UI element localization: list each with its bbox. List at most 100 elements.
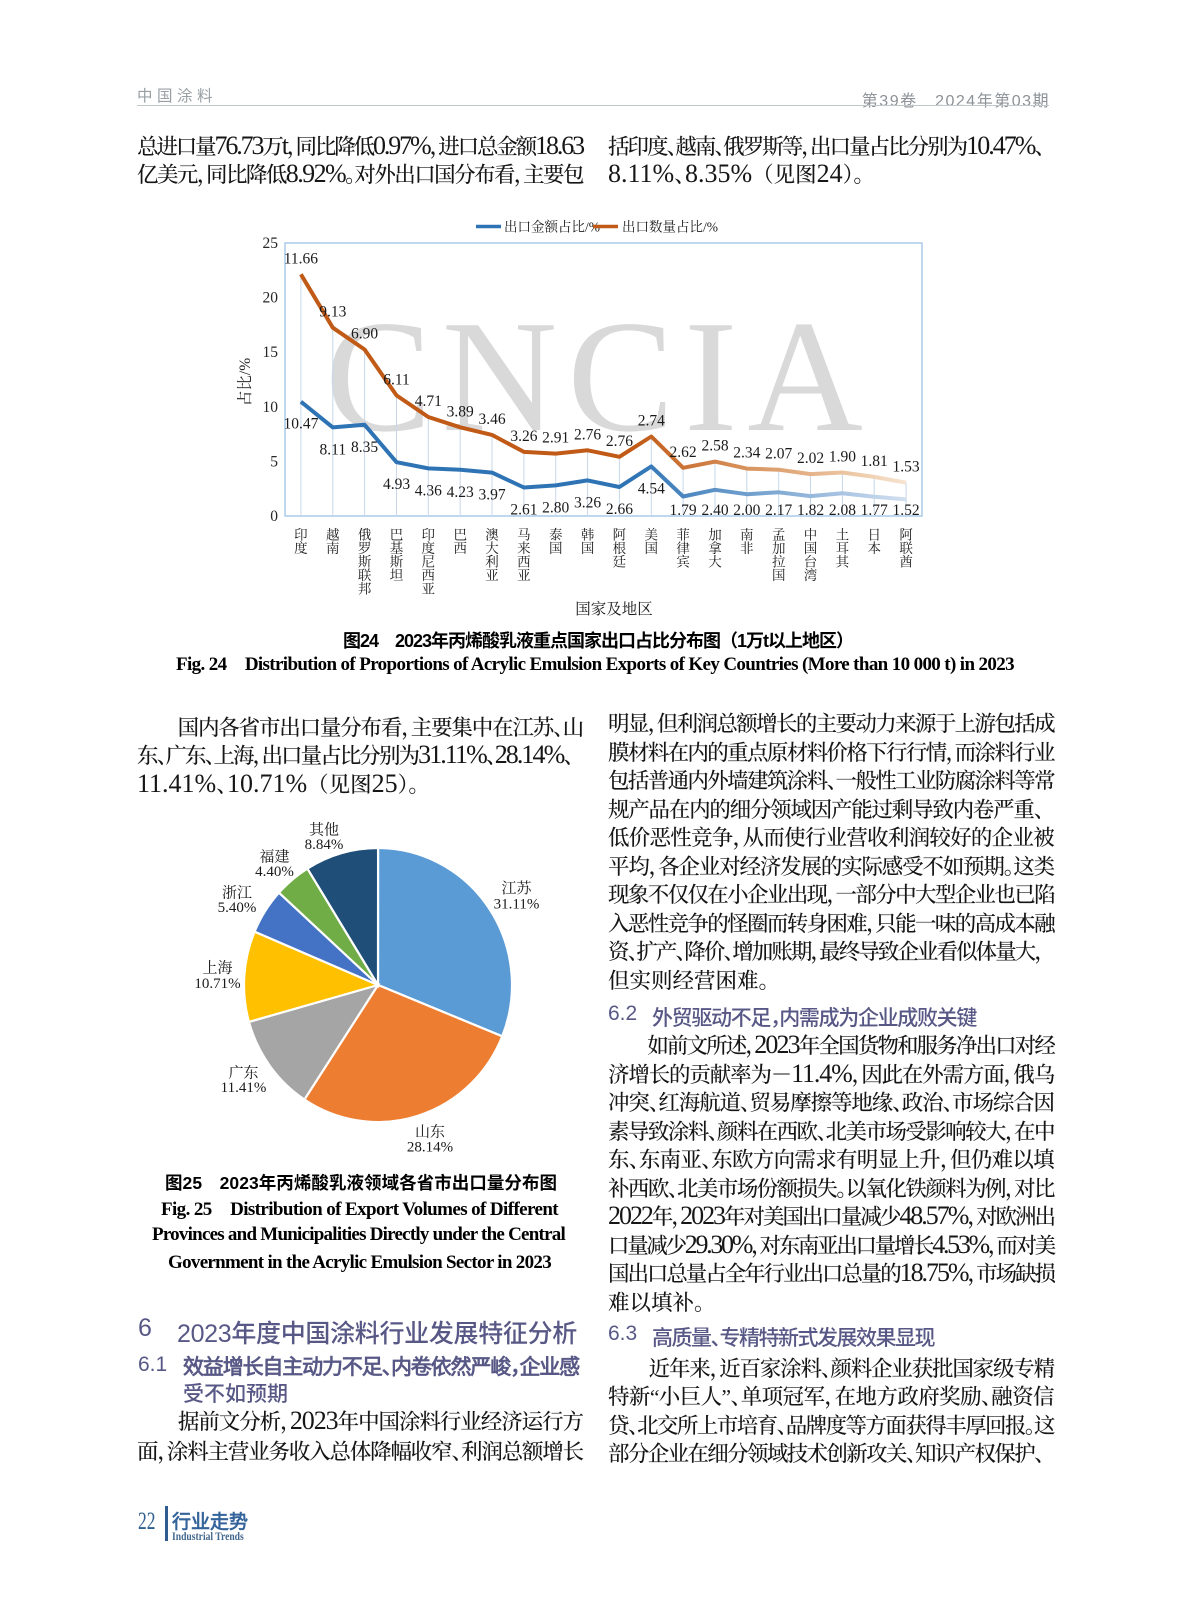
svg-text:拿: 拿 [708,541,722,556]
svg-text:邦: 邦 [358,582,372,597]
svg-text:越: 越 [326,527,340,543]
svg-text:斯: 斯 [390,555,404,570]
svg-text:台: 台 [804,555,818,570]
svg-text:阿: 阿 [613,528,627,543]
svg-text:10.71%: 10.71% [194,976,240,992]
svg-text:3.26: 3.26 [574,494,601,511]
svg-text:6.90: 6.90 [351,326,378,343]
svg-text:3.26: 3.26 [510,428,537,445]
svg-text:28.14%: 28.14% [407,1140,453,1156]
svg-text:广东: 广东 [228,1065,258,1082]
svg-text:4.36: 4.36 [415,482,442,499]
svg-text:8.84%: 8.84% [305,837,344,853]
svg-text:廷: 廷 [613,555,627,570]
svg-text:本: 本 [867,540,881,556]
svg-text:西: 西 [453,541,467,556]
svg-text:1.52: 1.52 [893,502,920,519]
svg-text:国: 国 [804,541,818,556]
svg-text:联: 联 [899,541,913,556]
svg-text:2.02: 2.02 [797,450,824,467]
svg-text:1.79: 1.79 [670,502,697,519]
svg-text:加: 加 [708,528,722,543]
svg-text:马: 马 [517,528,531,543]
svg-text:印: 印 [294,528,308,543]
svg-text:0: 0 [270,508,278,525]
svg-text:酋: 酋 [899,555,913,570]
svg-text:31.11%: 31.11% [494,897,540,913]
svg-text:南: 南 [326,540,340,556]
svg-text:澳: 澳 [485,528,499,543]
svg-text:上海: 上海 [202,960,232,977]
svg-text:律: 律 [676,540,690,556]
svg-text:福建: 福建 [259,849,289,866]
svg-text:3.46: 3.46 [478,411,505,428]
svg-text:斯: 斯 [358,555,372,570]
svg-text:10: 10 [263,399,279,416]
svg-text:湾: 湾 [804,567,818,583]
svg-text:加: 加 [772,541,786,556]
svg-text:2.91: 2.91 [542,430,569,447]
svg-text:4.93: 4.93 [383,476,410,493]
svg-text:9.13: 9.13 [319,304,346,321]
svg-text:基: 基 [390,541,404,556]
svg-text:1.77: 1.77 [861,502,888,519]
svg-text:5: 5 [270,453,278,470]
svg-text:巴: 巴 [453,528,467,543]
svg-text:3.89: 3.89 [447,403,474,420]
svg-text:耳: 耳 [836,541,850,556]
svg-text:2.74: 2.74 [638,413,665,430]
svg-text:1.53: 1.53 [893,459,920,476]
svg-text:亚: 亚 [517,568,531,583]
svg-text:11.66: 11.66 [284,250,319,267]
svg-text:菲: 菲 [676,527,690,543]
svg-text:出口金额占比/%: 出口金额占比/% [504,219,600,235]
svg-text:2.80: 2.80 [542,499,569,516]
svg-text:3.97: 3.97 [478,487,505,504]
svg-text:土: 土 [836,527,850,543]
svg-text:来: 来 [517,540,531,556]
svg-text:非: 非 [740,541,754,556]
svg-text:1.82: 1.82 [797,502,824,519]
svg-text:日: 日 [867,528,881,543]
svg-text:6.11: 6.11 [383,371,410,388]
svg-text:2.76: 2.76 [606,433,633,450]
svg-text:11.41%: 11.41% [221,1080,267,1096]
svg-text:5.40%: 5.40% [218,900,257,916]
svg-text:20: 20 [263,290,279,307]
svg-text:亚: 亚 [485,568,499,583]
svg-text:4.71: 4.71 [415,393,442,410]
svg-text:国: 国 [581,541,595,556]
svg-text:4.40%: 4.40% [255,864,294,880]
svg-text:亚: 亚 [422,582,436,597]
svg-text:山东: 山东 [415,1124,445,1141]
svg-text:国: 国 [549,541,563,556]
svg-text:4.23: 4.23 [447,484,474,501]
svg-text:其他: 其他 [309,821,339,839]
svg-text:南: 南 [740,527,754,543]
svg-text:西: 西 [517,555,531,570]
svg-text:4.54: 4.54 [638,480,665,497]
svg-text:利: 利 [485,554,499,570]
svg-text:2.40: 2.40 [701,502,728,519]
svg-text:2.66: 2.66 [606,501,633,518]
svg-text:国: 国 [772,568,786,583]
svg-text:美: 美 [645,528,659,543]
svg-text:2.34: 2.34 [733,445,760,462]
svg-text:根: 根 [613,540,627,556]
svg-text:2.76: 2.76 [574,426,601,443]
svg-text:江苏: 江苏 [501,879,532,897]
svg-text:2.07: 2.07 [765,446,792,463]
svg-text:罗: 罗 [358,541,372,556]
svg-text:尼: 尼 [422,555,436,570]
svg-text:10.47: 10.47 [283,416,318,433]
svg-text:度: 度 [294,540,308,556]
svg-text:2.08: 2.08 [829,502,856,519]
svg-text:韩: 韩 [581,527,595,543]
svg-text:孟: 孟 [772,528,786,543]
svg-text:15: 15 [263,344,279,361]
svg-text:2.17: 2.17 [765,502,792,519]
svg-text:1.90: 1.90 [829,449,856,466]
svg-text:占比/%: 占比/% [236,358,254,406]
svg-text:西: 西 [422,568,436,583]
svg-text:俄: 俄 [358,528,372,543]
